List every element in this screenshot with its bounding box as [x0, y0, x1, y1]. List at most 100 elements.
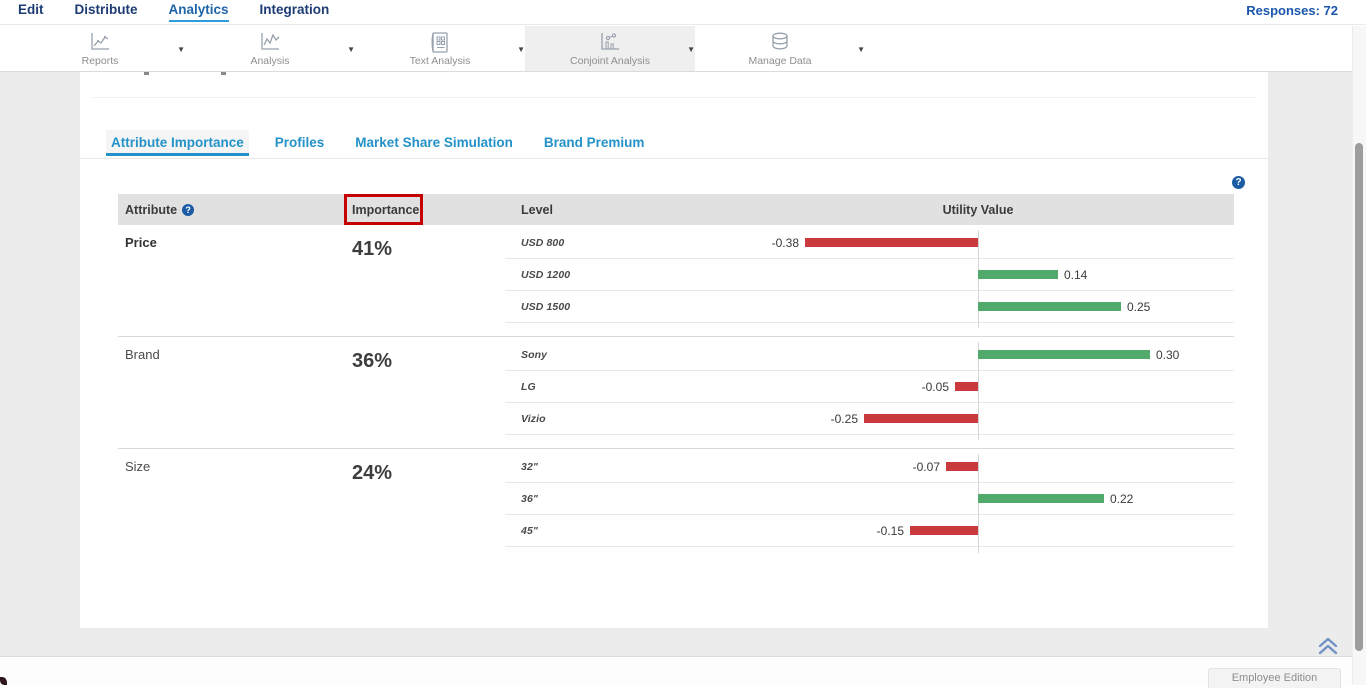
- importance-header-label: Importance: [352, 202, 420, 217]
- level-name: USD 1200: [521, 268, 571, 281]
- document-grid-icon: [429, 31, 451, 53]
- utility-bar: [946, 462, 978, 471]
- utility-value-label: 0.30: [1156, 347, 1180, 362]
- utility-bar-zone: -0.15: [765, 515, 1234, 546]
- utility-value-column-header: Utility Value: [942, 202, 1014, 217]
- importance-column-header: Importance: [345, 203, 505, 217]
- utility-value-label: -0.25: [830, 411, 858, 426]
- tab-attribute-importance[interactable]: Attribute Importance: [106, 130, 249, 156]
- utility-bar-zone: -0.38: [765, 227, 1234, 258]
- card-divider: [92, 97, 1256, 98]
- importance-value: 41%: [352, 238, 393, 260]
- attribute-importance-table: Attribute ? Importance Level Utility Val…: [118, 194, 1234, 561]
- conjoint-tabs: Attribute Importance Profiles Market Share…: [106, 130, 649, 156]
- utility-value-label: -0.15: [876, 523, 904, 538]
- level-column-header: Level: [521, 202, 553, 217]
- scrollbar-track[interactable]: [1352, 26, 1366, 685]
- edition-badge[interactable]: Employee Edition: [1208, 668, 1341, 688]
- level-name: USD 800: [521, 236, 565, 249]
- level-row: USD 800 -0.38: [505, 227, 1234, 259]
- dropdown-caret-icon[interactable]: ▼: [177, 45, 185, 54]
- zero-axis-line: [978, 342, 979, 440]
- level-row: 32" -0.07: [505, 451, 1234, 483]
- tab-brand-premium[interactable]: Brand Premium: [543, 135, 645, 150]
- ribbon-tool-label: Text Analysis: [409, 55, 471, 67]
- utility-value-label: -0.07: [912, 459, 940, 474]
- scroll-to-top-icon[interactable]: [1317, 636, 1339, 657]
- level-name: 45": [521, 524, 538, 537]
- utility-bar-zone: 0.22: [765, 483, 1234, 514]
- tab-market-share-simulation[interactable]: Market Share Simulation: [355, 135, 513, 150]
- attribute-name: Brand: [125, 347, 160, 362]
- ribbon-tool-label: Manage Data: [748, 55, 812, 67]
- ribbon-tool-label: Reports: [81, 55, 119, 67]
- annotation-highlight-box: [344, 194, 423, 225]
- attribute-group-brand: Brand 36% Sony 0.30 LG -0.05 Vizio -0.25: [118, 337, 1234, 449]
- level-row: Sony 0.30: [505, 339, 1234, 371]
- attribute-name: Price: [125, 235, 157, 250]
- ribbon-tool-label: Conjoint Analysis: [570, 55, 650, 67]
- table-body: Price 41% USD 800 -0.38 USD 1200 0.14 USD 1500…: [118, 225, 1234, 561]
- dropdown-caret-icon[interactable]: ▼: [857, 45, 865, 54]
- help-icon[interactable]: ?: [1232, 176, 1245, 189]
- attribute-column-header: Attribute ?: [118, 203, 345, 217]
- scatter-chart-icon: [598, 31, 622, 53]
- utility-bar-zone: -0.07: [765, 451, 1234, 482]
- utility-bar: [805, 238, 978, 247]
- utility-bar: [978, 350, 1150, 359]
- levels-chart: USD 800 -0.38 USD 1200 0.14 USD 1500 0.25: [505, 225, 1234, 336]
- tabs-divider: [80, 158, 1268, 159]
- analytics-ribbon-toolbar: Reports ▼ Analysis ▼ Text Analysis ▼ Conjoint …: [0, 26, 1366, 72]
- tab-profiles[interactable]: Profiles: [274, 135, 325, 150]
- level-row: LG -0.05: [505, 371, 1234, 403]
- level-name: 32": [521, 460, 538, 473]
- levels-chart: Sony 0.30 LG -0.05 Vizio -0.25: [505, 337, 1234, 448]
- attribute-group-price: Price 41% USD 800 -0.38 USD 1200 0.14 USD 1500…: [118, 225, 1234, 337]
- level-name: LG: [521, 380, 536, 393]
- attribute-help-icon[interactable]: ?: [182, 203, 195, 216]
- dropdown-caret-icon[interactable]: ▼: [687, 45, 695, 54]
- nav-item-edit[interactable]: Edit: [18, 2, 44, 17]
- top-nav-items: Edit Distribute Analytics Integration: [0, 0, 1366, 25]
- utility-bar-zone: 0.25: [765, 291, 1234, 322]
- level-row: USD 1200 0.14: [505, 259, 1234, 291]
- nav-item-integration[interactable]: Integration: [259, 2, 330, 17]
- responses-count[interactable]: Responses: 72: [1246, 3, 1338, 18]
- utility-bar-zone: 0.14: [765, 259, 1234, 290]
- scrollbar-thumb[interactable]: [1355, 143, 1363, 651]
- level-row: 36" 0.22: [505, 483, 1234, 515]
- level-name: Sony: [521, 348, 548, 361]
- attribute-header-label: Attribute: [125, 202, 178, 217]
- attribute-name: Size: [125, 459, 151, 474]
- ribbon-tool-label: Analysis: [250, 55, 290, 67]
- utility-bar: [955, 382, 978, 391]
- ribbon-tool-manage-data[interactable]: Manage Data ▼: [695, 26, 865, 71]
- nav-item-analytics[interactable]: Analytics: [168, 0, 229, 22]
- level-row: USD 1500 0.25: [505, 291, 1234, 323]
- utility-value-label: -0.05: [921, 379, 949, 394]
- utility-bar: [910, 526, 978, 535]
- database-icon: [768, 31, 792, 53]
- utility-value-label: -0.38: [771, 235, 799, 250]
- utility-bar: [864, 414, 978, 423]
- level-row: Vizio -0.25: [505, 403, 1234, 435]
- top-navigation-bar: Edit Distribute Analytics Integration Respo…: [0, 0, 1366, 25]
- dropdown-caret-icon[interactable]: ▼: [347, 45, 355, 54]
- dropdown-caret-icon[interactable]: ▼: [517, 45, 525, 54]
- utility-bar-zone: 0.30: [765, 339, 1234, 370]
- attribute-group-size: Size 24% 32" -0.07 36" 0.22 45" -0.15: [118, 449, 1234, 561]
- importance-value: 24%: [352, 462, 393, 484]
- importance-value: 36%: [352, 350, 393, 372]
- ribbon-tool-text-analysis[interactable]: Text Analysis ▼: [355, 26, 525, 71]
- line-chart-icon: [88, 31, 112, 53]
- zero-axis-line: [978, 454, 979, 553]
- level-name: 36": [521, 492, 538, 505]
- level-name: Vizio: [521, 412, 546, 425]
- ribbon-tool-analysis[interactable]: Analysis ▼: [185, 26, 355, 71]
- ribbon-tool-reports[interactable]: Reports ▼: [15, 26, 185, 71]
- footer-bar: Employee Edition: [0, 656, 1366, 688]
- utility-bar-zone: -0.25: [765, 403, 1234, 434]
- levels-chart: 32" -0.07 36" 0.22 45" -0.15: [505, 449, 1234, 561]
- nav-item-distribute[interactable]: Distribute: [74, 2, 138, 17]
- ribbon-tool-conjoint-analysis[interactable]: Conjoint Analysis ▼: [525, 26, 695, 71]
